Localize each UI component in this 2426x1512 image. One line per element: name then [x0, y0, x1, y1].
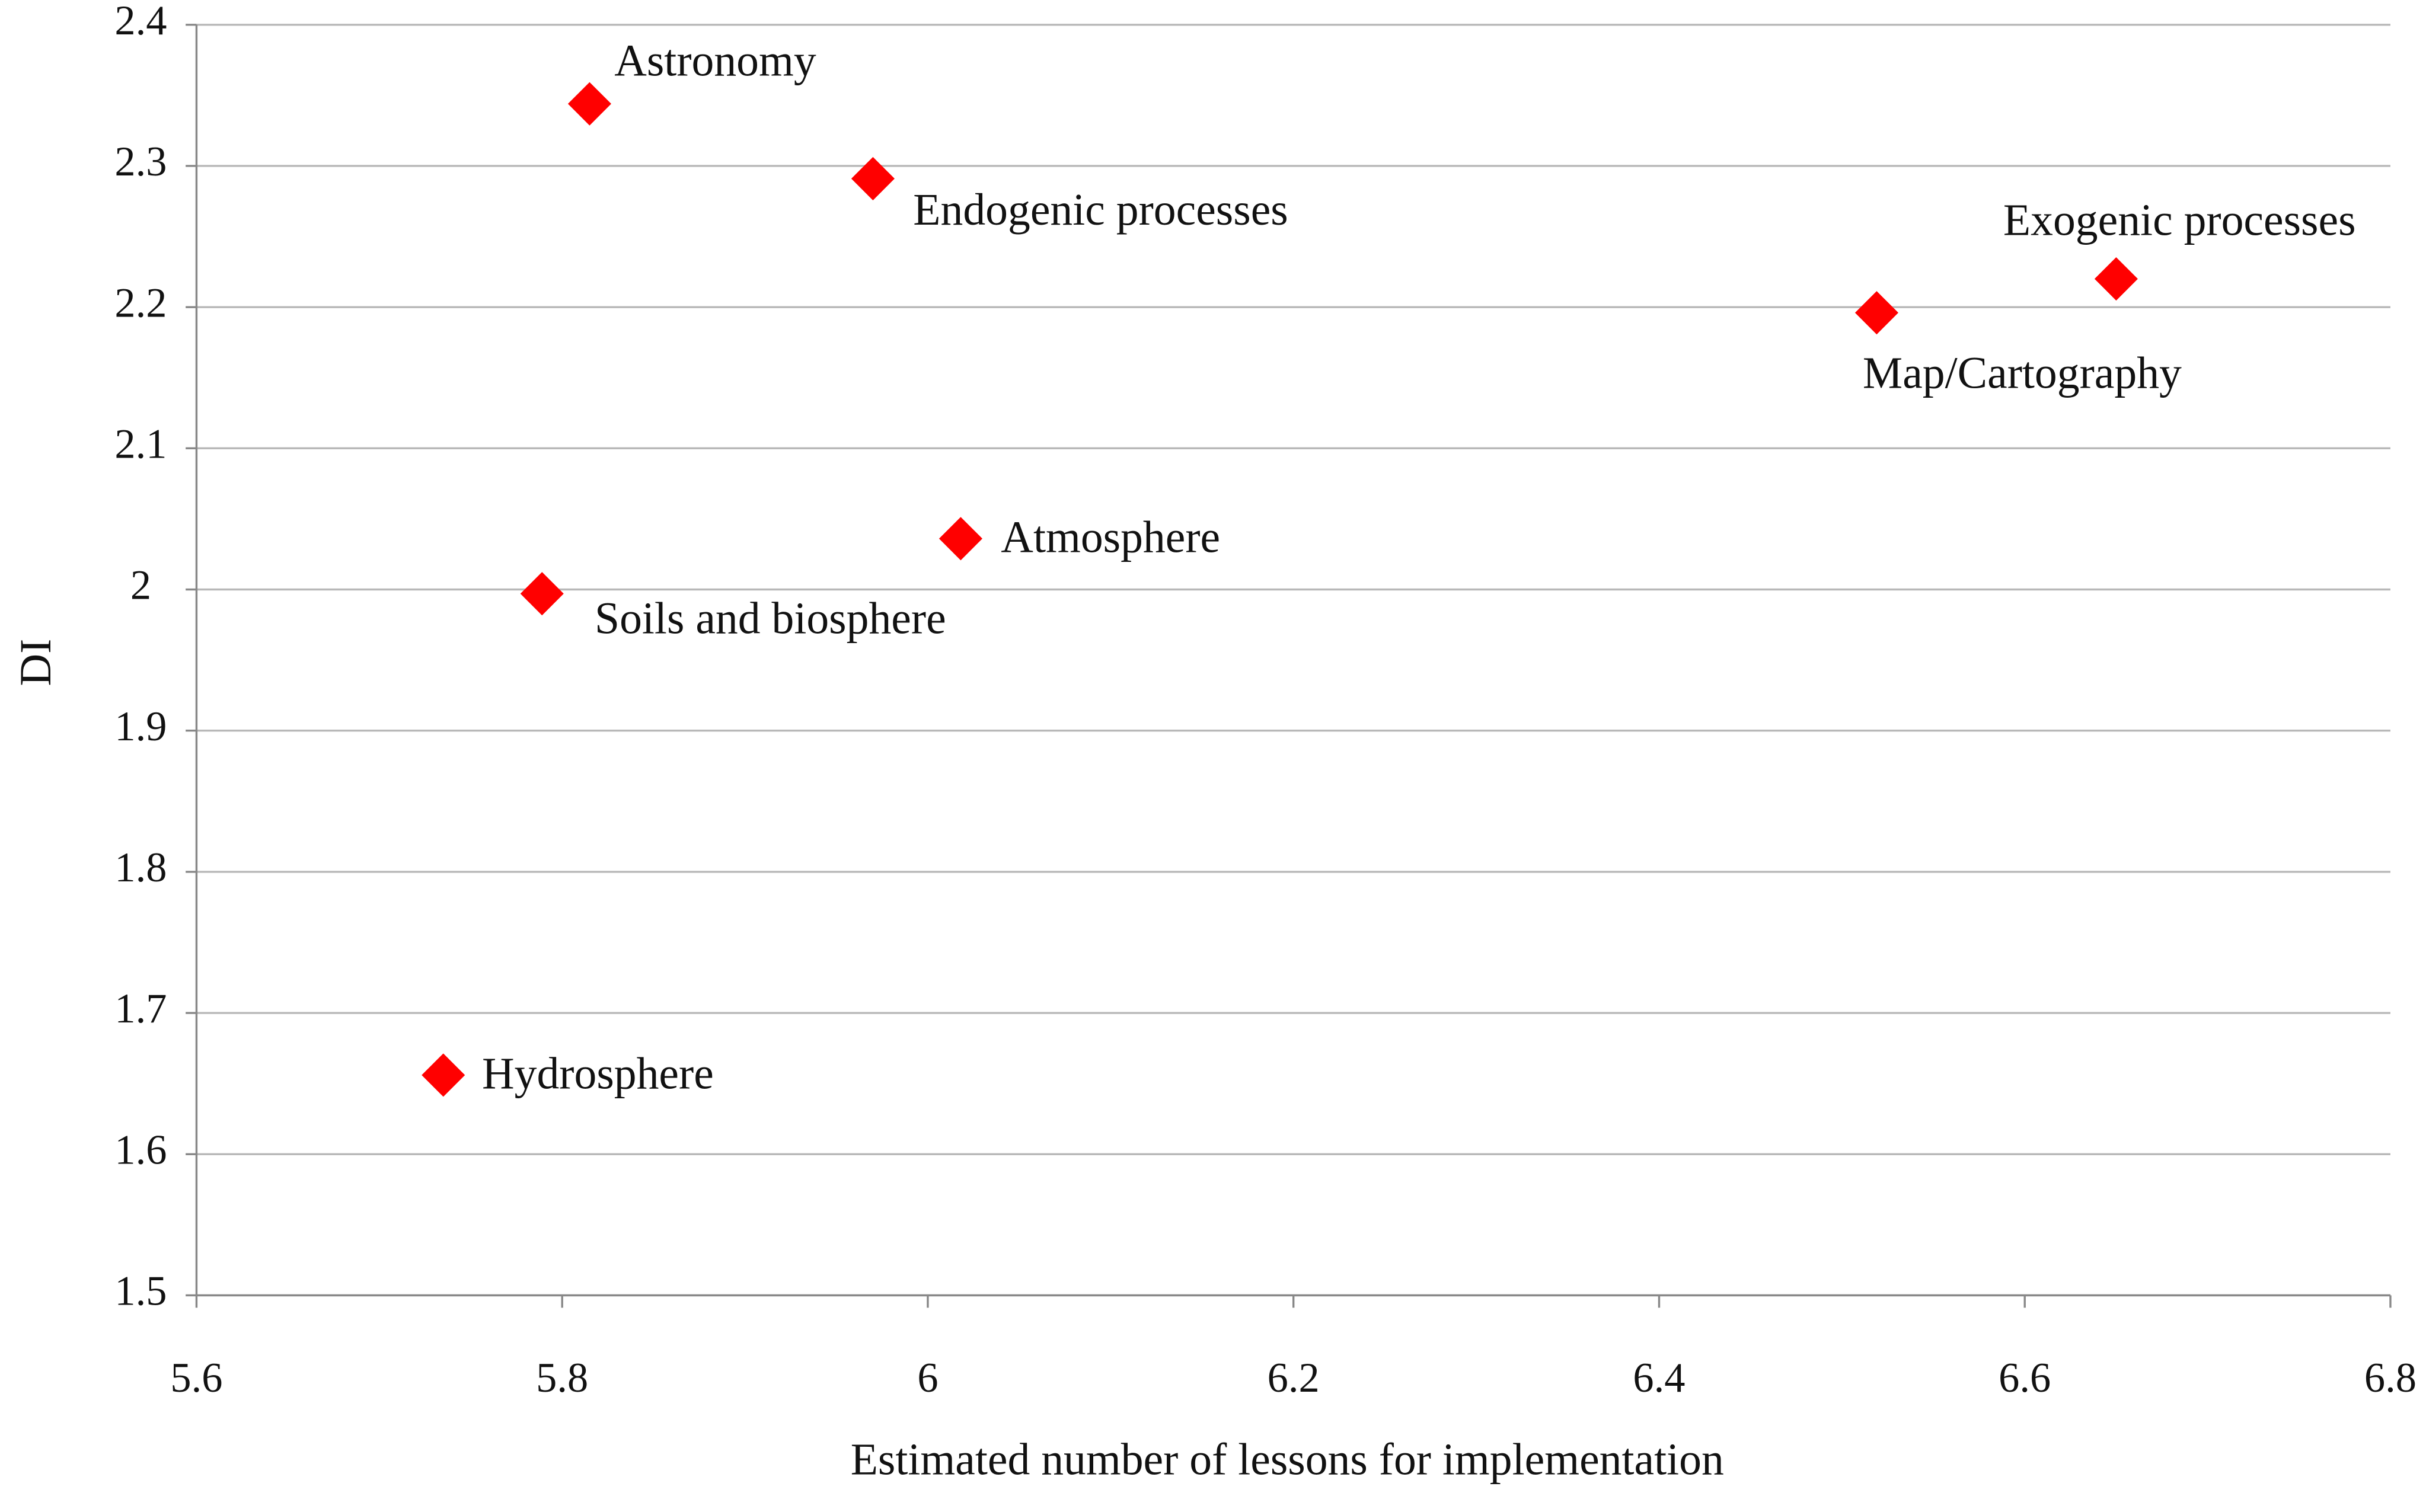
x-tick-label: 6.8 — [2364, 1355, 2417, 1401]
y-tick-label: 1.7 — [114, 986, 167, 1032]
point-label: Map/Cartography — [1863, 349, 2182, 398]
point-label: Soils and biosphere — [595, 594, 946, 644]
data-point — [422, 1053, 465, 1097]
y-tick-label: 2.3 — [114, 139, 167, 185]
y-tick-label: 2 — [130, 562, 151, 609]
x-tick-label: 6.4 — [1633, 1355, 1685, 1401]
data-point — [567, 82, 611, 126]
x-tick-label: 6.2 — [1268, 1355, 1320, 1401]
y-tick-label: 1.9 — [114, 704, 167, 750]
y-tick-label: 2.2 — [114, 280, 167, 326]
point-label: Endogenic processes — [913, 186, 1288, 235]
point-label: Astronomy — [614, 36, 816, 85]
x-tick-label: 6 — [917, 1355, 938, 1401]
y-tick-label: 2.4 — [114, 0, 167, 44]
data-point — [2094, 257, 2138, 301]
x-tick-label: 6.6 — [1999, 1355, 2051, 1401]
point-label: Atmosphere — [1001, 513, 1220, 562]
point-label: Exogenic processes — [2003, 196, 2356, 245]
x-axis-label: Estimated number of lessons for implemen… — [851, 1435, 1724, 1484]
y-tick-label: 1.6 — [114, 1127, 167, 1173]
y-tick-label: 2.1 — [114, 421, 167, 467]
data-point — [939, 517, 982, 561]
point-label: Hydrosphere — [482, 1049, 714, 1098]
x-tick-label: 5.6 — [170, 1355, 222, 1401]
y-tick-label: 1.5 — [114, 1268, 167, 1315]
data-point — [851, 156, 895, 200]
y-tick-label: 1.8 — [114, 845, 167, 891]
data-point — [520, 572, 564, 616]
data-point — [1854, 291, 1898, 335]
y-axis-label: DI — [11, 639, 60, 686]
x-tick-label: 5.8 — [536, 1355, 588, 1401]
